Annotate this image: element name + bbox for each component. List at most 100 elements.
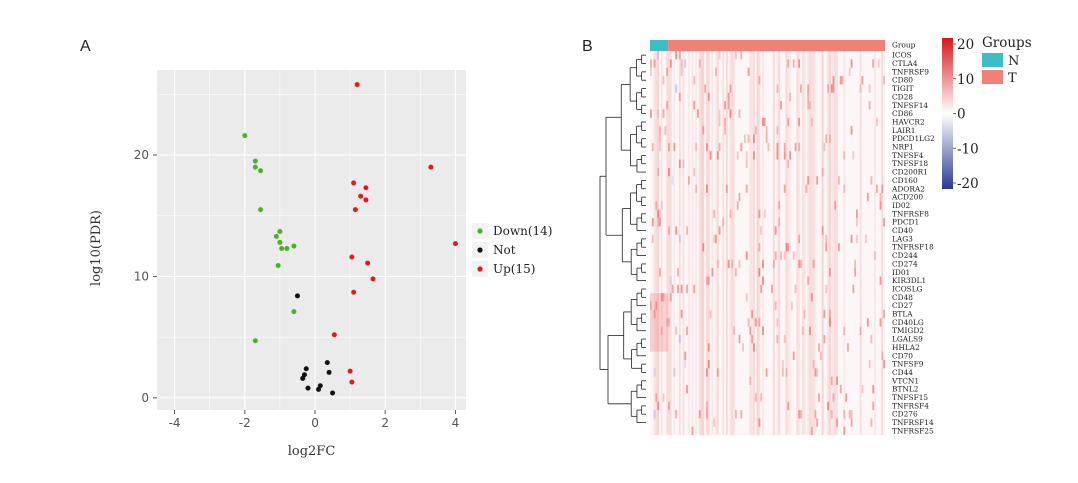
heatmap-cell <box>682 159 685 168</box>
heatmap-cell <box>879 276 882 285</box>
heatmap-cell <box>854 259 857 269</box>
heatmap-cell <box>850 410 853 419</box>
heatmap-cell <box>675 226 678 235</box>
heatmap-cell <box>734 410 737 419</box>
heatmap-cell <box>827 401 829 411</box>
row-label: VTCN1 <box>891 376 919 385</box>
heatmap-cell <box>839 385 842 394</box>
row-label: TNFSF9 <box>892 360 924 369</box>
colorbar-tick-label: 0 <box>957 107 966 123</box>
heatmap-cell <box>832 76 835 85</box>
heatmap-column-band <box>729 51 732 436</box>
heatmap-cell <box>693 284 696 294</box>
heatmap-cell <box>798 410 801 419</box>
data-point <box>326 369 332 375</box>
heatmap-cell <box>852 151 855 160</box>
heatmap-column-band <box>809 51 811 436</box>
heatmap-cell <box>725 184 728 193</box>
heatmap-cell <box>713 209 716 218</box>
heatmap-cell <box>800 410 802 419</box>
heatmap-cell <box>877 59 880 68</box>
heatmap-cell <box>711 268 714 277</box>
heatmap-cell <box>847 343 849 352</box>
heatmap-column-band <box>751 51 754 436</box>
heatmap-cell <box>684 59 687 68</box>
row-label: HHLA2 <box>892 343 920 352</box>
heatmap-cell <box>870 418 873 427</box>
heatmap-column-band <box>725 51 728 436</box>
heatmap-cell <box>865 234 867 244</box>
x-tick-label: 2 <box>381 416 389 430</box>
heatmap-cell <box>744 134 746 143</box>
heatmap-cell <box>845 393 848 402</box>
heatmap-cell <box>807 84 810 93</box>
heatmap-cell <box>659 126 661 135</box>
heatmap-cell <box>870 334 873 344</box>
heatmap-cell <box>657 209 660 218</box>
heatmap-cell <box>713 234 716 244</box>
heatmap-cell <box>687 176 690 185</box>
heatmap-cell <box>698 410 701 419</box>
row-label: ACD200 <box>891 193 923 202</box>
heatmap-cell <box>850 418 853 427</box>
heatmap-cell <box>843 326 846 335</box>
row-label: CD86 <box>892 109 913 118</box>
data-point <box>277 239 283 245</box>
heatmap-cell <box>783 251 786 260</box>
row-label: ICOSLG <box>892 284 923 293</box>
heatmap-column-band <box>881 51 884 436</box>
heatmap-column-band <box>772 51 775 436</box>
heatmap-cell <box>798 142 801 152</box>
heatmap-cell <box>707 92 710 102</box>
heatmap-cell <box>762 259 764 269</box>
heatmap-cell <box>706 401 708 411</box>
heatmap-cell <box>686 284 688 294</box>
heatmap-cell <box>763 209 766 218</box>
heatmap-cell <box>693 167 696 177</box>
heatmap-highlight-block <box>650 293 669 352</box>
row-label: CD70 <box>892 351 913 360</box>
heatmap-cell <box>828 309 831 319</box>
heatmap-cell <box>809 101 811 110</box>
row-label: CD160 <box>892 176 918 185</box>
heatmap-cell <box>856 218 858 227</box>
heatmap-cell <box>787 401 790 411</box>
heatmap-cell <box>828 134 831 143</box>
heatmap-cell <box>818 343 820 352</box>
heatmap-column-band <box>789 51 791 436</box>
heatmap-column-band <box>669 51 672 436</box>
heatmap-cell <box>879 318 882 327</box>
heatmap-cell <box>718 109 721 118</box>
heatmap-cell <box>747 67 750 77</box>
heatmap-cell <box>798 259 801 269</box>
heatmap-cell <box>848 410 851 419</box>
data-point <box>252 158 258 164</box>
row-label: TNFRSF25 <box>892 426 934 435</box>
heatmap-column-band <box>653 51 656 436</box>
heatmap-cell <box>738 192 741 202</box>
heatmap-cell <box>807 101 810 110</box>
heatmap-column-band <box>836 51 838 436</box>
heatmap-cell <box>660 326 663 335</box>
panel-a-label: A <box>80 38 91 55</box>
heatmap-cell <box>787 159 790 168</box>
row-label: PDCD1 <box>892 218 919 227</box>
heatmap-cell <box>702 243 705 252</box>
heatmap-cell <box>651 142 654 152</box>
heatmap-cell <box>751 309 754 319</box>
heatmap-cell <box>758 76 761 85</box>
heatmap-cell <box>675 84 678 93</box>
colorbar-tick-label: -10 <box>957 141 979 157</box>
row-label: NRP1 <box>892 143 914 152</box>
data-point <box>277 229 283 234</box>
heatmap-cell <box>870 176 873 185</box>
heatmap-cell <box>669 293 672 302</box>
heatmap-cell <box>657 109 660 118</box>
row-label: TNFSF14 <box>892 101 928 110</box>
heatmap-cell <box>774 251 777 260</box>
heatmap-column-band <box>832 51 835 436</box>
heatmap-cell <box>707 359 710 369</box>
data-point <box>291 243 297 249</box>
heatmap-cell <box>666 67 669 77</box>
heatmap-cell <box>809 326 811 335</box>
